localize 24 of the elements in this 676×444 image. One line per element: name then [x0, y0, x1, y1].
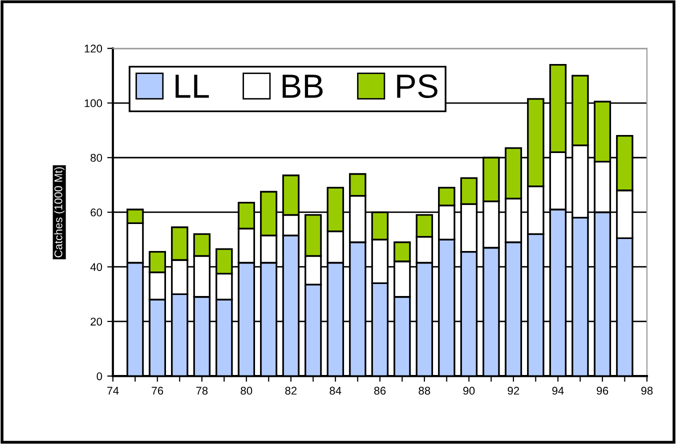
x-tick-label: 96 — [596, 386, 608, 395]
x-tick-label: 76 — [152, 386, 164, 395]
y-tick-label: 0 — [96, 372, 102, 380]
x-tick-label: 78 — [196, 386, 208, 395]
x-tick-label: 80 — [240, 386, 252, 395]
x-tick-label: 98 — [641, 386, 653, 395]
x-tick-label: 86 — [374, 386, 386, 395]
y-tick-label: 20 — [90, 318, 102, 326]
y-axis-title: Catches (1000 Mt) — [54, 167, 64, 258]
x-tick-label: 90 — [463, 386, 475, 395]
y-tick-label: 40 — [90, 263, 102, 271]
legend-label: BB — [282, 74, 323, 98]
x-tick-label: 92 — [508, 386, 520, 395]
x-tick-label: 94 — [552, 386, 564, 395]
x-tick-label: 74 — [107, 386, 119, 395]
x-tick-label: 82 — [285, 386, 297, 395]
legend-label: PS — [397, 74, 438, 98]
y-tick-label: 80 — [90, 154, 102, 162]
y-tick-label: 120 — [84, 44, 102, 53]
y-tick-label: 60 — [90, 208, 102, 216]
x-tick-label: 88 — [418, 386, 430, 395]
y-tick-label: 100 — [84, 99, 102, 108]
legend-label: LL — [176, 74, 209, 98]
x-tick-label: 84 — [330, 386, 342, 395]
